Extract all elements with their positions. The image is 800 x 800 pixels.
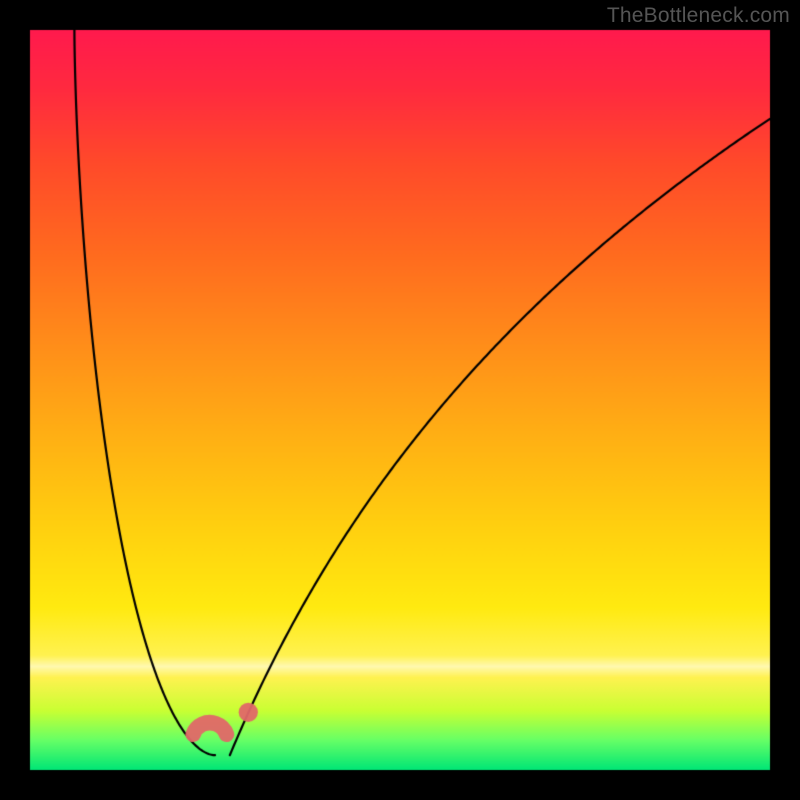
chart-root: TheBottleneck.com (0, 0, 800, 800)
watermark-text: TheBottleneck.com (607, 4, 790, 28)
bottleneck-gradient-chart (0, 0, 800, 800)
